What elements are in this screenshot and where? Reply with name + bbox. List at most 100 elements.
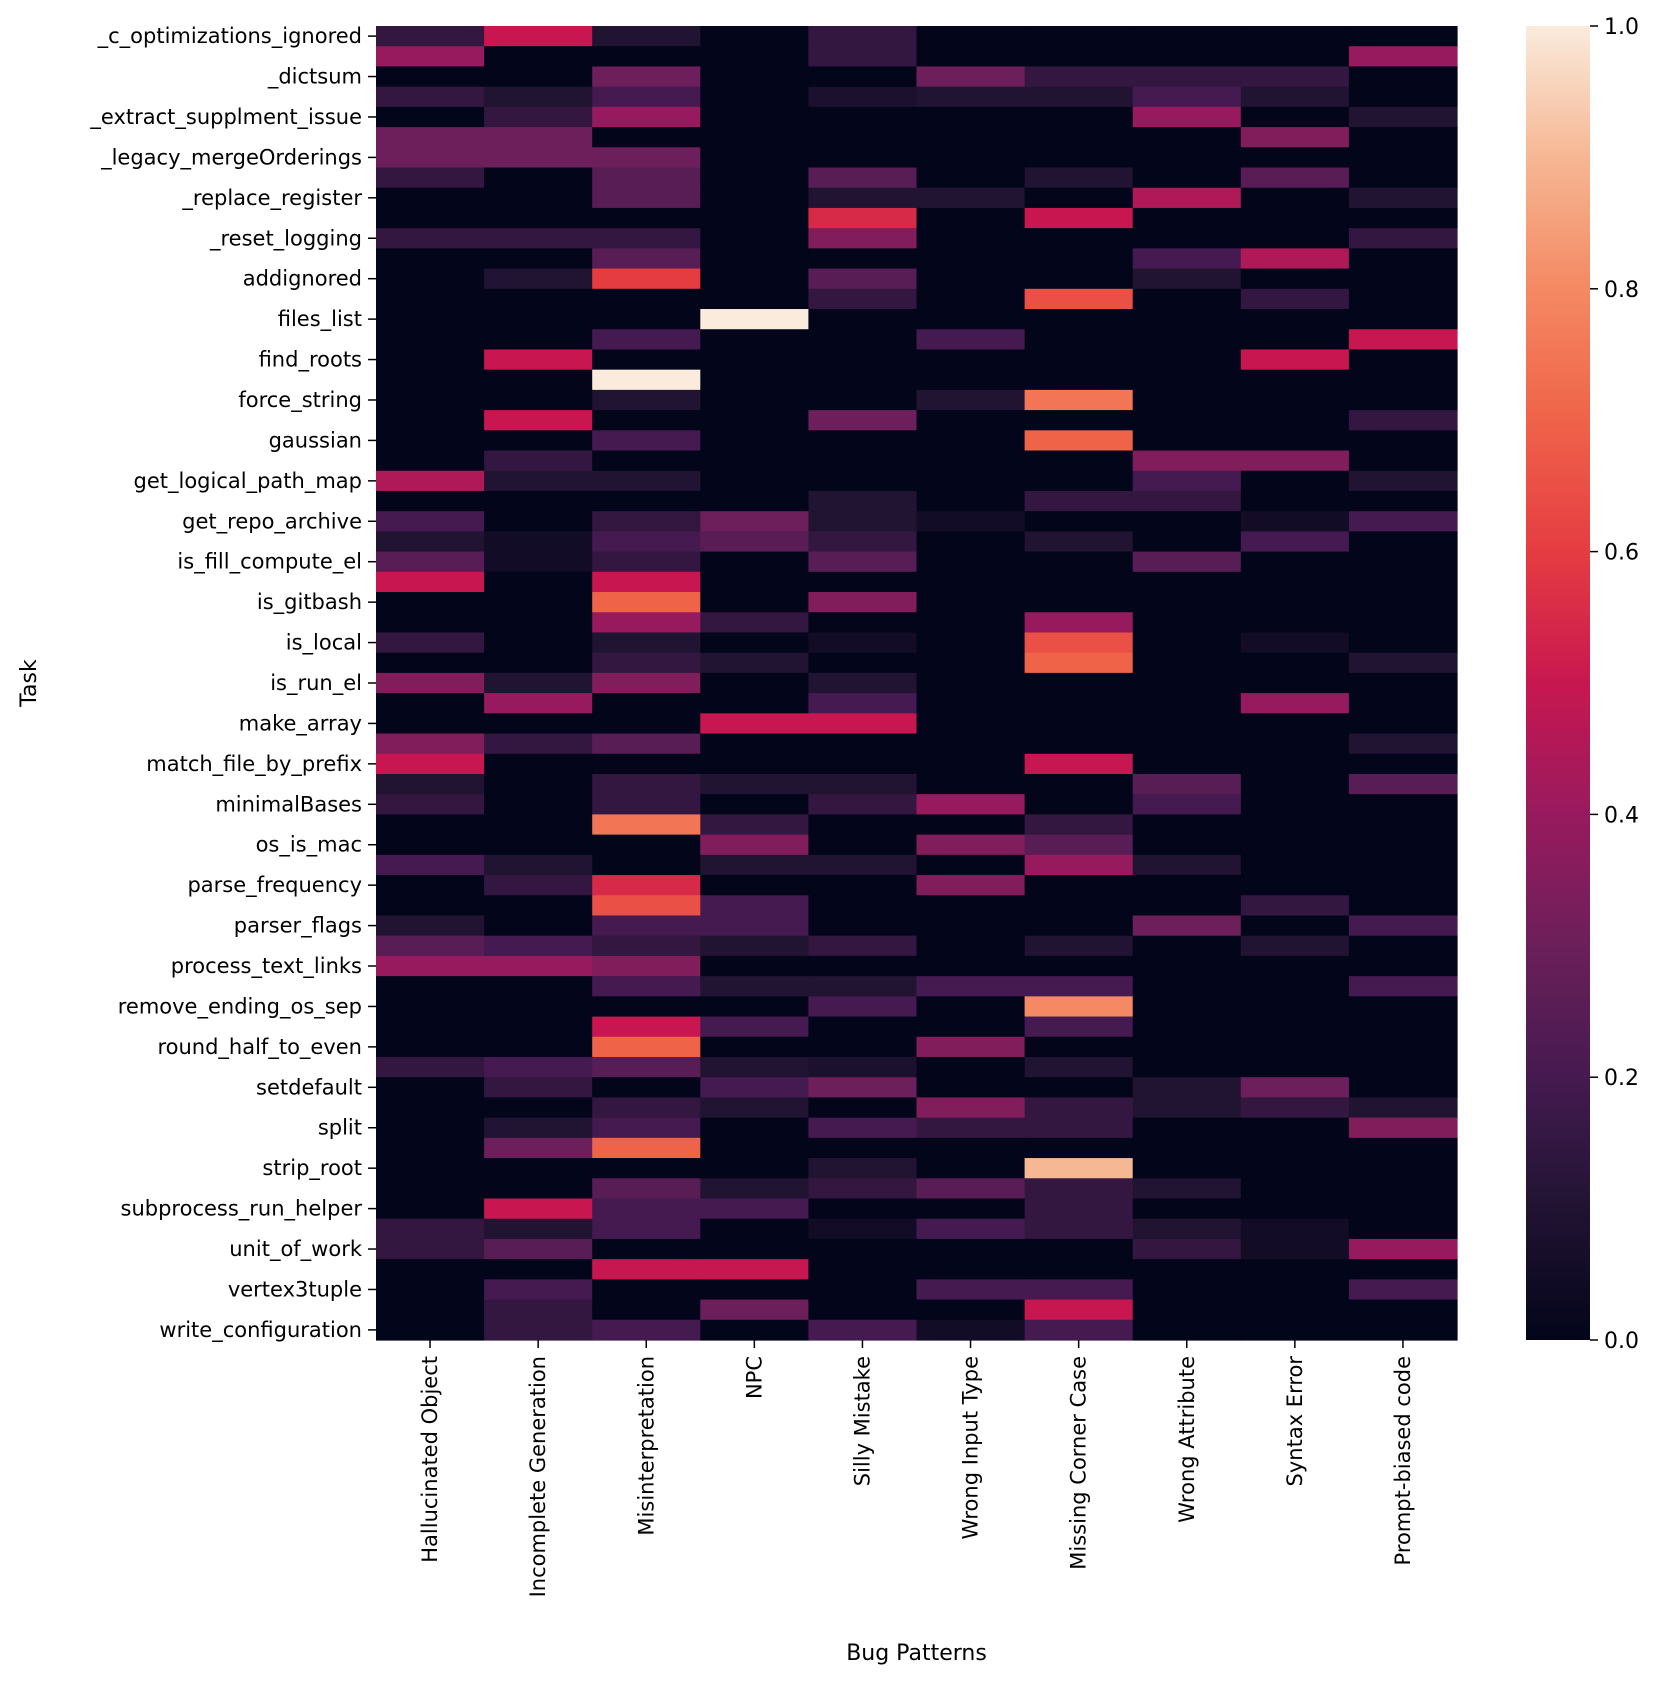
heatmap-cell [376,1056,485,1078]
heatmap-cell [376,1158,485,1179]
heatmap-cell [1240,1117,1350,1139]
heatmap-cell [1348,410,1458,431]
heatmap-cell [700,672,809,694]
heatmap-cell [808,935,918,957]
heatmap-cell [1240,1056,1350,1078]
heatmap-cell [808,207,918,229]
heatmap-cell [592,895,701,917]
heatmap-cell [1132,672,1242,694]
heatmap-cell [592,814,701,836]
heatmap-cell [916,127,1026,148]
heatmap-cell [1348,915,1458,937]
heatmap-cell [1348,1036,1458,1058]
heatmap-cell [1240,450,1350,472]
heatmap-cell [592,1319,701,1341]
heatmap-cell [376,1198,485,1220]
heatmap-cell [1348,46,1458,68]
heatmap-cell [916,1238,1026,1260]
heatmap-cell [1024,551,1134,573]
heatmap-cell [592,187,701,209]
heatmap-cell [1024,1036,1134,1058]
heatmap-cell [700,875,809,896]
heatmap-cell [700,794,809,815]
heatmap-cell [484,713,593,735]
heatmap-cell [916,66,1026,88]
heatmap-cell [1024,571,1134,593]
heatmap-cell [916,1198,1026,1220]
heatmap-cell [376,490,485,512]
heatmap-cell [916,672,1026,694]
heatmap-cell [1132,228,1242,249]
heatmap-cell [1348,470,1458,492]
heatmap-cell [484,329,593,351]
heatmap-cell [700,1056,809,1078]
heatmap-cell [700,713,809,735]
heatmap-cell [1132,693,1242,714]
heatmap-cell [1024,693,1134,714]
y-tick-label: setdefault [256,1075,362,1099]
heatmap-cell [484,1279,593,1301]
heatmap-cell [376,86,485,108]
heatmap-cell [376,1259,485,1280]
heatmap-cell [592,349,701,371]
heatmap-cell [484,1117,593,1139]
heatmap-cell [1240,1097,1350,1119]
heatmap-cell [1348,248,1458,270]
heatmap-cell [1132,430,1242,452]
heatmap-cell [1240,955,1350,977]
heatmap-cell [484,1299,593,1321]
heatmap-cell [1132,551,1242,573]
heatmap-cell [592,854,701,876]
heatmap-cell [1348,1178,1458,1200]
heatmap-cell [1348,935,1458,957]
heatmap-cell [592,147,701,169]
heatmap-cell [1348,369,1458,391]
heatmap-cell [376,632,485,654]
heatmap-cell [1024,733,1134,755]
heatmap-cell [1132,854,1242,876]
heatmap-cell [484,106,593,128]
heatmap-cell [1240,672,1350,694]
heatmap-cell [916,389,1026,411]
heatmap-cell [484,26,593,47]
heatmap-cell [1240,349,1350,371]
heatmap-cell [376,854,485,876]
heatmap-cell [484,733,593,755]
y-tick-label: split [318,1116,362,1140]
heatmap-cell [592,531,701,553]
heatmap-cell [700,773,809,795]
heatmap-cell [1024,1218,1134,1240]
y-tick-label: round_half_to_even [157,1035,362,1060]
heatmap-cell [1024,1178,1134,1200]
heatmap-cell [1024,511,1134,532]
heatmap-cell [1132,612,1242,634]
heatmap-cell [1240,612,1350,634]
heatmap-cell [1132,875,1242,896]
heatmap-cell [376,1238,485,1260]
heatmap-cell [1240,935,1350,957]
heatmap-cell [484,389,593,411]
heatmap-cell [808,268,918,290]
heatmap-cell [1132,531,1242,553]
heatmap-cell [376,1117,485,1139]
heatmap-cell [916,187,1026,209]
heatmap-cell [808,531,918,553]
heatmap-cell [376,551,485,573]
heatmap-cell [1348,955,1458,977]
heatmap-cell [916,167,1026,189]
heatmap-cell [916,309,1026,330]
heatmap-cell [592,470,701,492]
heatmap-cell [916,410,1026,431]
heatmap-cell [700,1117,809,1139]
heatmap-cell [700,389,809,411]
heatmap-cell [376,753,485,775]
heatmap-cell [376,693,485,714]
heatmap-cell [376,106,485,128]
heatmap-cell [808,1016,918,1038]
heatmap-cell [1132,167,1242,189]
heatmap-cell [592,490,701,512]
heatmap-cell [916,1097,1026,1119]
heatmap-cell [1348,268,1458,290]
heatmap-cell [1240,713,1350,735]
heatmap-cell [700,187,809,209]
